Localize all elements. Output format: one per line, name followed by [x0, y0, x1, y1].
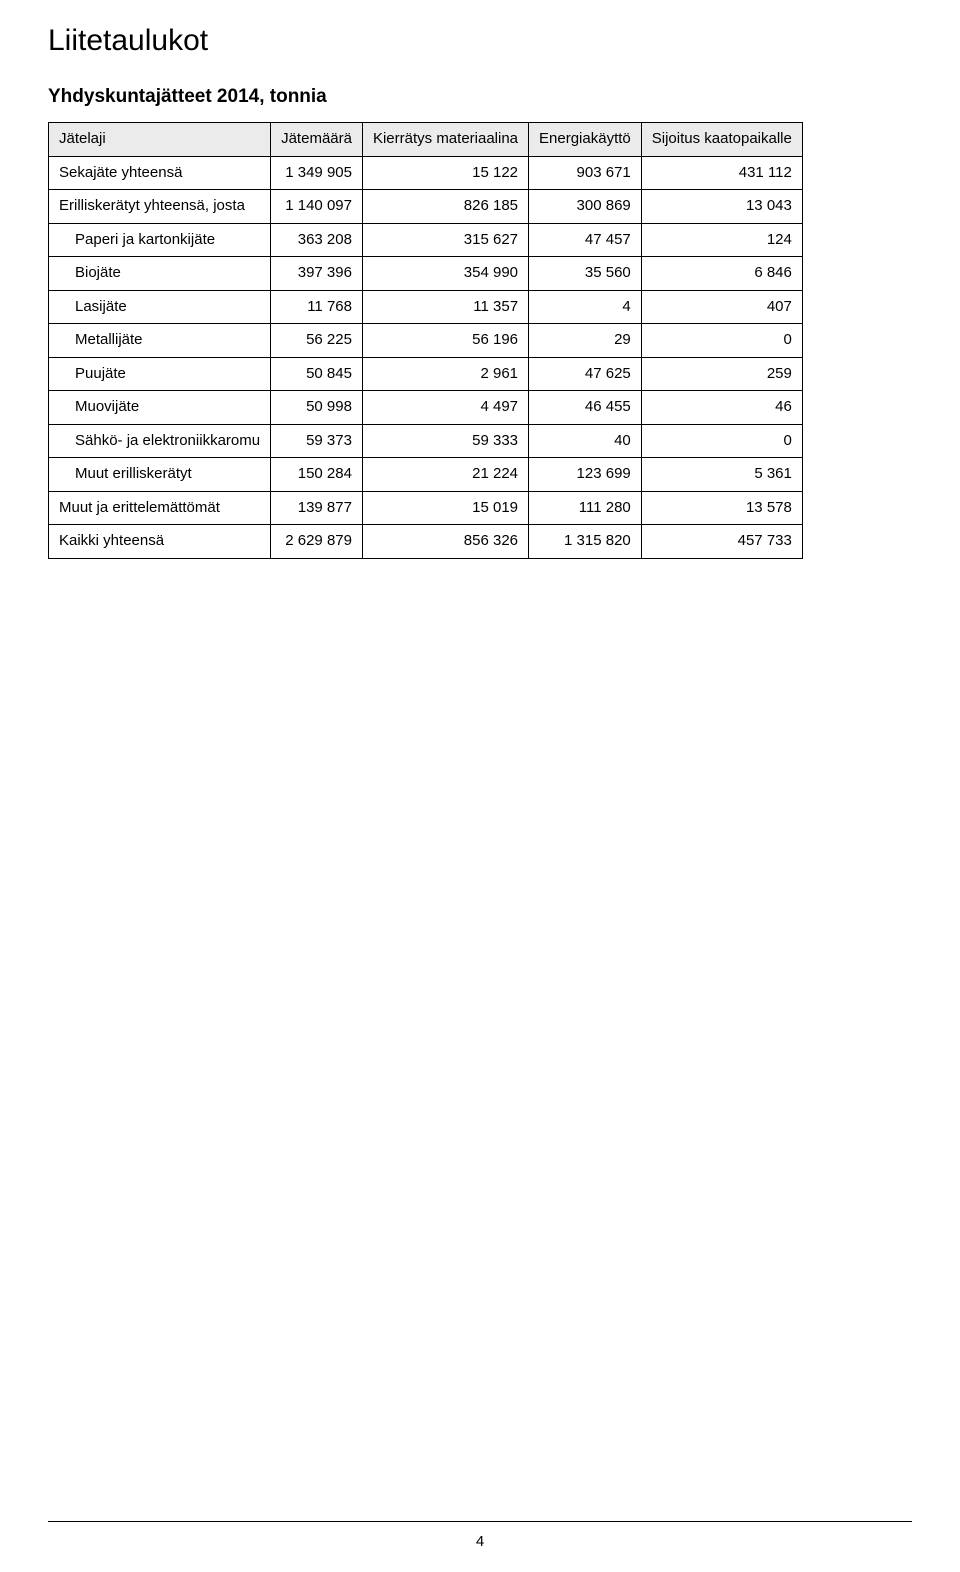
page-title: Liitetaulukot — [48, 24, 912, 58]
row-value: 363 208 — [271, 223, 363, 257]
row-value: 903 671 — [529, 156, 642, 190]
row-value: 826 185 — [362, 190, 528, 224]
row-value: 21 224 — [362, 458, 528, 492]
row-label: Biojäte — [49, 257, 271, 291]
row-value: 259 — [641, 357, 802, 391]
row-value: 0 — [641, 424, 802, 458]
row-label: Puujäte — [49, 357, 271, 391]
row-value: 56 225 — [271, 324, 363, 358]
row-value: 856 326 — [362, 525, 528, 559]
row-value: 1 349 905 — [271, 156, 363, 190]
row-value: 300 869 — [529, 190, 642, 224]
row-value: 315 627 — [362, 223, 528, 257]
row-value: 407 — [641, 290, 802, 324]
row-value: 50 998 — [271, 391, 363, 425]
row-value: 56 196 — [362, 324, 528, 358]
waste-table: Jätelaji Jätemäärä Kierrätys materiaalin… — [48, 122, 803, 559]
row-value: 4 497 — [362, 391, 528, 425]
table-row: Sähkö- ja elektroniikkaromu59 37359 3334… — [49, 424, 803, 458]
row-value: 2 629 879 — [271, 525, 363, 559]
row-value: 46 — [641, 391, 802, 425]
table-row: Erilliskerätyt yhteensä, josta1 140 0978… — [49, 190, 803, 224]
col-0: Jätelaji — [49, 123, 271, 157]
table-row: Sekajäte yhteensä1 349 90515 122903 6714… — [49, 156, 803, 190]
table-header-row: Jätelaji Jätemäärä Kierrätys materiaalin… — [49, 123, 803, 157]
row-value: 47 457 — [529, 223, 642, 257]
table-row: Muut ja erittelemättömät139 87715 019111… — [49, 491, 803, 525]
row-value: 40 — [529, 424, 642, 458]
row-value: 46 455 — [529, 391, 642, 425]
row-value: 4 — [529, 290, 642, 324]
row-value: 2 961 — [362, 357, 528, 391]
row-value: 457 733 — [641, 525, 802, 559]
col-1: Jätemäärä — [271, 123, 363, 157]
row-label: Muovijäte — [49, 391, 271, 425]
row-label: Sekajäte yhteensä — [49, 156, 271, 190]
row-label: Sähkö- ja elektroniikkaromu — [49, 424, 271, 458]
col-4: Sijoitus kaatopaikalle — [641, 123, 802, 157]
row-label: Erilliskerätyt yhteensä, josta — [49, 190, 271, 224]
row-value: 11 768 — [271, 290, 363, 324]
row-value: 47 625 — [529, 357, 642, 391]
row-value: 35 560 — [529, 257, 642, 291]
row-label: Metallijäte — [49, 324, 271, 358]
row-value: 59 333 — [362, 424, 528, 458]
row-value: 5 361 — [641, 458, 802, 492]
row-value: 13 578 — [641, 491, 802, 525]
row-value: 29 — [529, 324, 642, 358]
row-value: 150 284 — [271, 458, 363, 492]
row-label: Paperi ja kartonkijäte — [49, 223, 271, 257]
table-row: Paperi ja kartonkijäte363 208315 62747 4… — [49, 223, 803, 257]
row-label: Muut ja erittelemättömät — [49, 491, 271, 525]
row-value: 11 357 — [362, 290, 528, 324]
row-value: 111 280 — [529, 491, 642, 525]
table-body: Sekajäte yhteensä1 349 90515 122903 6714… — [49, 156, 803, 558]
col-3: Energiakäyttö — [529, 123, 642, 157]
row-value: 123 699 — [529, 458, 642, 492]
row-value: 15 122 — [362, 156, 528, 190]
table-row: Metallijäte56 22556 196290 — [49, 324, 803, 358]
table-row: Muut erilliskerätyt150 28421 224123 6995… — [49, 458, 803, 492]
row-label: Muut erilliskerätyt — [49, 458, 271, 492]
row-value: 354 990 — [362, 257, 528, 291]
row-label: Lasijäte — [49, 290, 271, 324]
row-value: 397 396 — [271, 257, 363, 291]
page: Liitetaulukot Yhdyskuntajätteet 2014, to… — [0, 0, 960, 1572]
row-value: 50 845 — [271, 357, 363, 391]
row-label: Kaikki yhteensä — [49, 525, 271, 559]
row-value: 13 043 — [641, 190, 802, 224]
row-value: 1 315 820 — [529, 525, 642, 559]
row-value: 124 — [641, 223, 802, 257]
table-row: Lasijäte11 76811 3574407 — [49, 290, 803, 324]
footer-divider — [48, 1521, 912, 1522]
col-2: Kierrätys materiaalina — [362, 123, 528, 157]
row-value: 0 — [641, 324, 802, 358]
row-value: 431 112 — [641, 156, 802, 190]
row-value: 59 373 — [271, 424, 363, 458]
row-value: 6 846 — [641, 257, 802, 291]
row-value: 139 877 — [271, 491, 363, 525]
table-subtitle: Yhdyskuntajätteet 2014, tonnia — [48, 86, 912, 108]
row-value: 15 019 — [362, 491, 528, 525]
row-value: 1 140 097 — [271, 190, 363, 224]
table-row: Puujäte50 8452 96147 625259 — [49, 357, 803, 391]
table-row: Kaikki yhteensä2 629 879856 3261 315 820… — [49, 525, 803, 559]
page-number: 4 — [0, 1533, 960, 1550]
table-row: Biojäte397 396354 99035 5606 846 — [49, 257, 803, 291]
table-row: Muovijäte50 9984 49746 45546 — [49, 391, 803, 425]
